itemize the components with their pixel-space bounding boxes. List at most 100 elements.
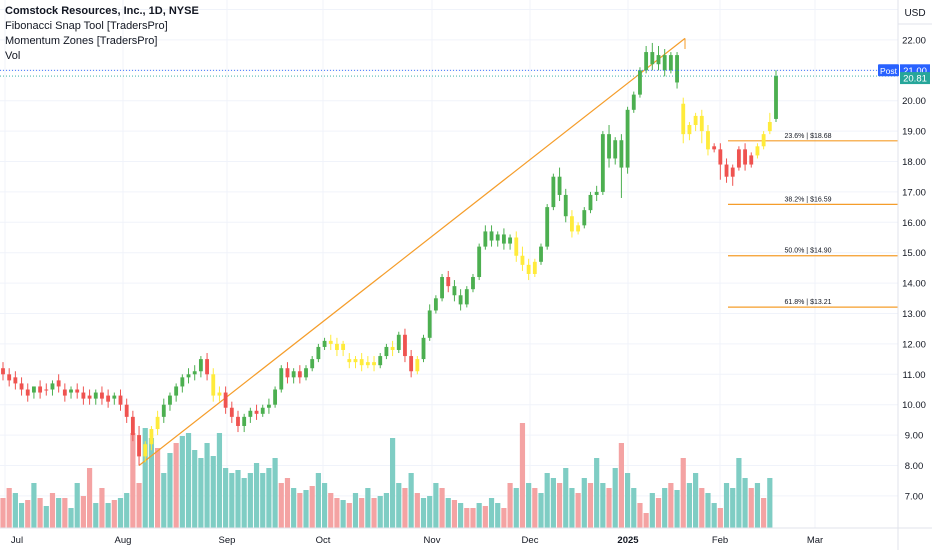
candle-body[interactable] xyxy=(464,289,469,305)
candle-body[interactable] xyxy=(279,368,284,390)
candle-body[interactable] xyxy=(403,334,407,357)
candle-body[interactable] xyxy=(427,310,432,338)
candle-body[interactable] xyxy=(440,277,444,299)
candle-body[interactable] xyxy=(514,237,519,256)
candle-body[interactable] xyxy=(198,359,203,372)
candle-body[interactable] xyxy=(365,362,370,366)
candle-body[interactable] xyxy=(186,374,191,378)
candle-body[interactable] xyxy=(44,389,49,391)
candle-body[interactable] xyxy=(681,103,686,135)
candle-body[interactable] xyxy=(613,140,618,159)
candle-body[interactable] xyxy=(69,389,73,393)
candle-body[interactable] xyxy=(273,389,278,405)
candle-body[interactable] xyxy=(297,371,302,378)
candle-body[interactable] xyxy=(625,109,630,168)
candle-body[interactable] xyxy=(650,52,655,65)
candle-body[interactable] xyxy=(384,346,389,357)
candle-body[interactable] xyxy=(508,237,513,244)
candle-body[interactable] xyxy=(168,395,172,405)
candle-body[interactable] xyxy=(409,356,414,372)
candle-body[interactable] xyxy=(260,407,265,414)
candle-body[interactable] xyxy=(774,76,778,119)
candle-body[interactable] xyxy=(675,55,679,83)
candle-body[interactable] xyxy=(693,115,698,126)
candle-body[interactable] xyxy=(421,337,426,360)
candle-body[interactable] xyxy=(563,194,568,217)
candle-body[interactable] xyxy=(100,392,104,399)
candle-body[interactable] xyxy=(495,234,500,241)
candle-body[interactable] xyxy=(600,134,605,192)
candle-body[interactable] xyxy=(161,404,166,417)
candle-body[interactable] xyxy=(38,386,43,393)
candle-body[interactable] xyxy=(545,207,550,247)
indicator-fibonacci[interactable]: Fibonacci Snap Tool [TradersPro] xyxy=(5,20,168,32)
candle-body[interactable] xyxy=(87,395,92,399)
candle-body[interactable] xyxy=(254,410,259,414)
candle-body[interactable] xyxy=(130,416,135,436)
candle-body[interactable] xyxy=(50,383,55,390)
candle-body[interactable] xyxy=(644,52,649,71)
candle-body[interactable] xyxy=(607,134,611,159)
candle-body[interactable] xyxy=(638,70,642,95)
candle-body[interactable] xyxy=(93,392,98,399)
candle-body[interactable] xyxy=(520,255,525,265)
candle-body[interactable] xyxy=(539,246,543,262)
candle-body[interactable] xyxy=(433,298,438,311)
candle-body[interactable] xyxy=(712,146,717,150)
candle-body[interactable] xyxy=(223,392,228,408)
candle-body[interactable] xyxy=(415,359,420,372)
candle-body[interactable] xyxy=(619,140,624,168)
candle-body[interactable] xyxy=(458,295,463,305)
candle-body[interactable] xyxy=(7,374,12,381)
candle-body[interactable] xyxy=(149,429,154,445)
candle-body[interactable] xyxy=(662,55,667,71)
candle-body[interactable] xyxy=(489,231,494,241)
currency-label[interactable]: USD xyxy=(904,8,925,19)
candle-body[interactable] xyxy=(310,359,315,369)
candle-body[interactable] xyxy=(62,389,67,396)
candle-body[interactable] xyxy=(341,343,346,350)
candle-body[interactable] xyxy=(217,392,222,396)
candle-body[interactable] xyxy=(718,149,723,165)
candle-body[interactable] xyxy=(124,404,129,417)
candle-body[interactable] xyxy=(155,416,160,430)
candle-body[interactable] xyxy=(724,164,729,177)
candle-body[interactable] xyxy=(656,55,661,65)
candle-body[interactable] xyxy=(477,246,482,278)
candle-body[interactable] xyxy=(743,149,747,165)
indicator-momentum[interactable]: Momentum Zones [TradersPro] xyxy=(5,35,158,47)
candle-body[interactable] xyxy=(266,404,271,408)
candle-body[interactable] xyxy=(25,389,30,396)
candle-body[interactable] xyxy=(1,368,5,375)
candle-body[interactable] xyxy=(668,55,673,71)
candle-body[interactable] xyxy=(594,191,599,195)
candle-body[interactable] xyxy=(588,194,593,211)
candle-body[interactable] xyxy=(471,277,475,290)
candle-body[interactable] xyxy=(112,395,117,399)
candle-body[interactable] xyxy=(56,380,61,387)
candle-body[interactable] xyxy=(687,125,692,135)
candle-body[interactable] xyxy=(143,444,148,457)
candle-body[interactable] xyxy=(192,371,197,375)
candle-body[interactable] xyxy=(736,149,741,168)
candle-body[interactable] xyxy=(557,176,562,195)
candle-body[interactable] xyxy=(106,395,111,402)
candle-body[interactable] xyxy=(749,155,754,165)
candle-body[interactable] xyxy=(767,121,772,132)
candle-body[interactable] xyxy=(526,264,531,274)
candle-body[interactable] xyxy=(137,435,141,457)
candle-body[interactable] xyxy=(322,340,327,347)
candle-body[interactable] xyxy=(242,416,247,426)
candle-body[interactable] xyxy=(551,176,556,208)
candle-body[interactable] xyxy=(372,362,376,366)
candle-body[interactable] xyxy=(730,167,735,177)
candle-body[interactable] xyxy=(236,416,240,426)
candle-body[interactable] xyxy=(706,131,710,150)
indicator-vol[interactable]: Vol xyxy=(5,50,21,62)
candle-body[interactable] xyxy=(335,343,339,350)
candle-body[interactable] xyxy=(205,359,209,375)
candle-body[interactable] xyxy=(328,340,333,344)
candle-body[interactable] xyxy=(570,216,574,232)
candle-body[interactable] xyxy=(248,410,253,417)
candle-body[interactable] xyxy=(32,386,36,393)
